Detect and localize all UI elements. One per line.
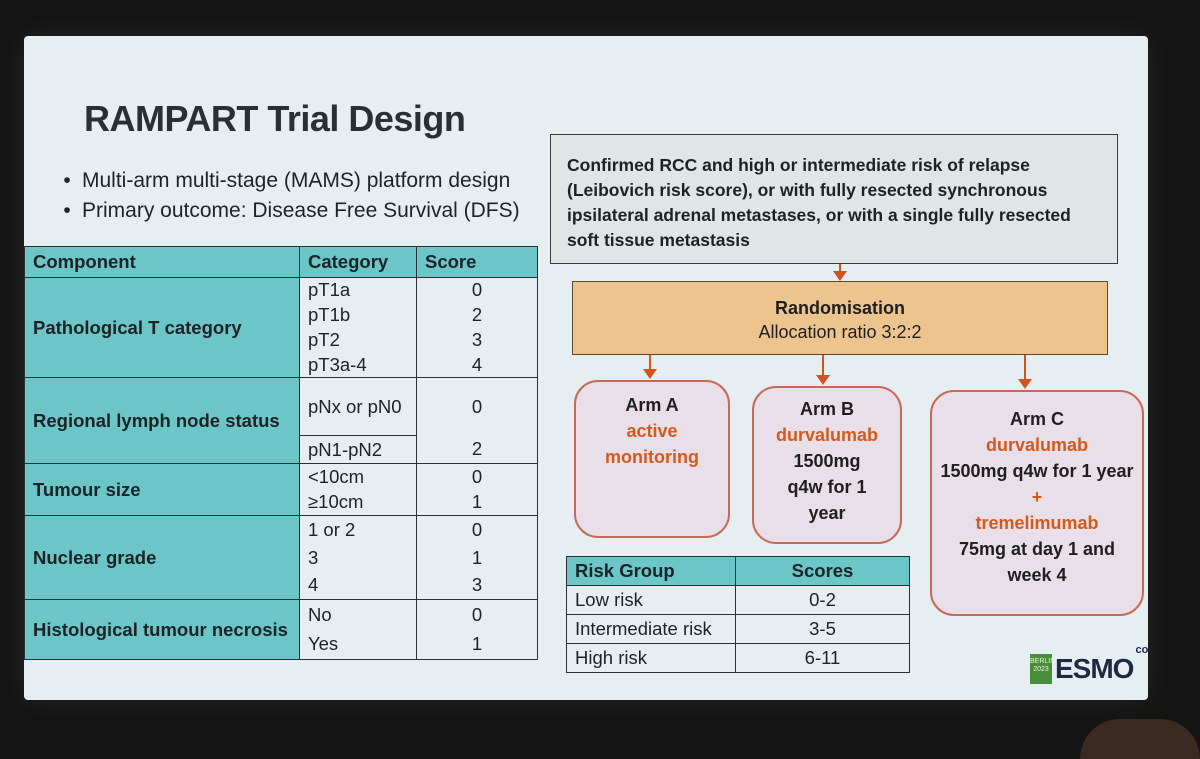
category-cell: pN1-pN2 [299,435,417,464]
header-scores: Scores [735,556,910,586]
table-header-row: Risk Group Scores [566,556,910,586]
arm-c-dose: 1500mg q4w for 1 year [940,461,1134,481]
table-row: 3 1 [25,543,538,572]
bullet-item: Primary outcome: Disease Free Survival (… [52,196,520,226]
logo-badge: BERLIN 2023 [1030,654,1055,684]
scores-cell: 6-11 [735,643,910,673]
arm-b-drug: durvalumab [775,425,879,445]
category-cell: pT1b [299,302,417,328]
category-cell: <10cm [299,463,417,490]
score-cell: 3 [416,571,538,600]
arm-b-name: Arm B [799,399,854,419]
score-cell: 3 [416,327,538,353]
plus-icon: + [1031,487,1043,507]
table-row: pT2 3 [25,327,538,353]
risk-group-cell: High risk [566,643,736,673]
score-cell: 0 [416,599,538,630]
score-cell: 0 [416,277,538,303]
component-cell: Pathological T category [24,277,300,378]
scoring-table: Component Category Score Pathological T … [24,246,538,660]
category-cell: 4 [299,571,417,600]
category-cell: 1 or 2 [299,515,417,544]
table-row: Tumour size <10cm 0 [24,463,538,516]
bullet-list: Multi-arm multi-stage (MAMS) platform de… [52,166,520,226]
arm-a-name: Arm A [625,395,679,415]
logo-brand: ESMO [1055,653,1134,684]
score-cell: 1 [416,543,538,572]
score-cell: 1 [416,489,538,516]
table-row: Low risk 0-2 [566,585,910,615]
esmo-logo: BERLIN 2023 ESMO congress [1030,644,1148,684]
arrow-down-icon [643,355,657,379]
arm-c-drug: durvalumab [985,435,1089,455]
score-cell: 0 [416,377,538,436]
category-cell: pT1a [299,277,417,303]
score-cell: 0 [416,515,538,544]
risk-group-cell: Intermediate risk [566,614,736,644]
table-row: Regional lymph node status pNx or pN0 0 [24,377,538,464]
logo-suffix: congress [1135,644,1148,656]
audience-head [1080,719,1200,759]
table-row: Nuclear grade 1 or 2 0 [24,515,538,600]
arrow-down-icon [816,355,830,385]
arm-a-box: Arm A active monitoring [574,380,730,538]
arm-c-name: Arm C [1009,409,1064,429]
arm-c-box: Arm C durvalumab 1500mg q4w for 1 year +… [930,390,1144,616]
category-cell: ≥10cm [299,489,417,516]
header-risk-group: Risk Group [566,556,736,586]
score-cell: 2 [416,435,538,464]
randomisation-box: Randomisation Allocation ratio 3:2:2 [572,281,1108,355]
scores-cell: 0-2 [735,585,910,615]
component-cell: Tumour size [24,463,300,516]
table-row: pT3a-4 4 [25,352,538,378]
slide: RAMPART Trial Design Multi-arm multi-sta… [24,36,1148,700]
category-cell: Yes [299,629,417,660]
randomisation-title: Randomisation [774,298,905,318]
table-row: ≥10cm 1 [25,489,538,516]
table-row: Histological tumour necrosis No 0 [24,599,538,660]
table-row: Yes 1 [25,629,538,660]
allocation-ratio: Allocation ratio 3:2:2 [758,322,922,342]
category-cell: pT2 [299,327,417,353]
scores-cell: 3-5 [735,614,910,644]
score-cell: 2 [416,302,538,328]
table-row: pT1b 2 [25,302,538,328]
table-row: Pathological T category pT1a 0 [24,277,538,378]
category-cell: 3 [299,543,417,572]
score-cell: 0 [416,463,538,490]
eligibility-box: Confirmed RCC and high or intermediate r… [550,134,1118,264]
score-cell: 4 [416,352,538,378]
risk-group-cell: Low risk [566,585,736,615]
arrow-down-icon [833,264,847,281]
table-row: High risk 6-11 [566,643,910,673]
table-row: Intermediate risk 3-5 [566,614,910,644]
bullet-item: Multi-arm multi-stage (MAMS) platform de… [52,166,520,196]
category-cell: pNx or pN0 [299,377,417,436]
header-component: Component [24,246,300,278]
arm-b-dose: 1500mg q4w for 1 year [787,451,867,523]
header-score: Score [416,246,538,278]
header-category: Category [299,246,417,278]
score-cell: 1 [416,629,538,660]
risk-group-table: Risk Group Scores Low risk 0-2 Intermedi… [566,556,910,673]
table-row: 4 3 [25,571,538,600]
component-cell: Nuclear grade [24,515,300,600]
category-cell: pT3a-4 [299,352,417,378]
arm-c-drug2: tremelimumab [975,513,1099,533]
arrow-down-icon [1018,355,1032,389]
component-cell: Histological tumour necrosis [24,599,300,660]
arm-b-box: Arm B durvalumab 1500mg q4w for 1 year [752,386,902,544]
slide-title: RAMPART Trial Design [84,98,466,139]
category-cell: No [299,599,417,630]
table-header-row: Component Category Score [24,246,538,278]
arm-c-dose2: 75mg at day 1 and week 4 [958,539,1116,585]
component-cell: Regional lymph node status [24,377,300,464]
arm-a-drug: active monitoring [605,421,699,467]
